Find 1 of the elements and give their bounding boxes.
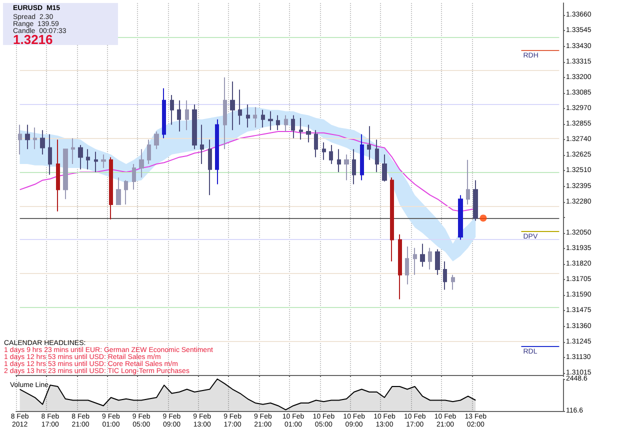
annotation: 1.3216: [13, 32, 53, 47]
